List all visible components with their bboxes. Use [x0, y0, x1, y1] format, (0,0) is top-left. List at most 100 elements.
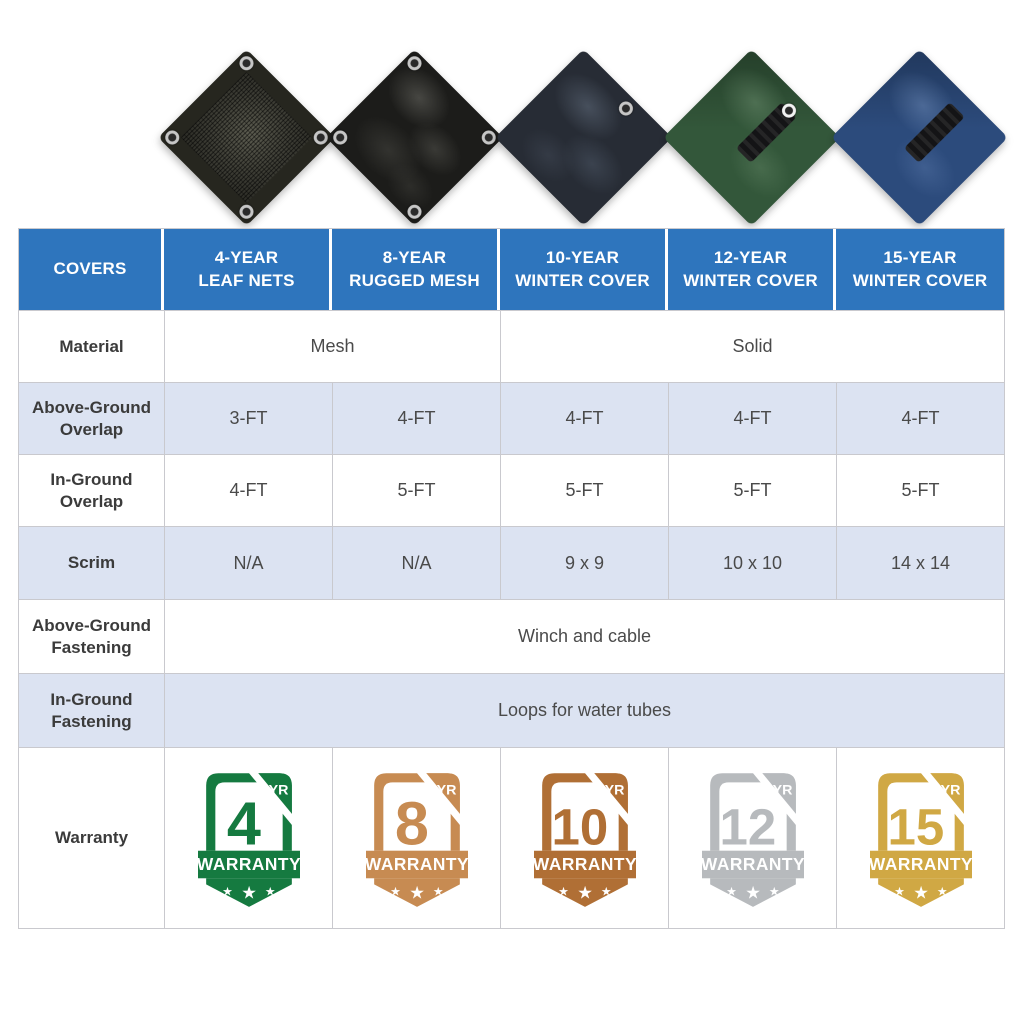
row-label-warranty: Warranty — [54, 828, 129, 848]
cell-ag-overlap-2: 4-FT — [332, 383, 500, 454]
header-col-15-year-winter-cover: 15-YEAR WINTER COVER — [836, 229, 1004, 310]
grommet-icon — [162, 127, 183, 148]
product-photo-4yr-leaf-net — [157, 48, 337, 228]
table-row-above-ground-fastening: Above-Ground Fastening Winch and cable — [19, 599, 1004, 673]
table-header-row: COVERS 4-YEAR LEAF NETS 8-YEAR RUGGED ME… — [19, 229, 1004, 310]
warranty-badge-12yr: 12 YR WARRANTY ★ ★ ★ — [701, 766, 804, 907]
cover-panel-strip — [903, 102, 965, 164]
star-icon: ★ — [913, 882, 929, 902]
cell-ag-overlap-1: 3-FT — [164, 383, 332, 454]
star-icon: ★ — [241, 882, 257, 902]
svg-text:YR: YR — [940, 782, 961, 798]
header-covers: COVERS — [19, 229, 164, 310]
grommet-icon — [330, 127, 351, 148]
cell-ag-overlap-4: 4-FT — [668, 383, 836, 454]
badge-corner — [922, 772, 964, 822]
star-icon: ★ — [264, 884, 275, 898]
cell-ig-overlap-5: 5-FT — [836, 455, 1004, 526]
cell-material-mesh: Mesh — [164, 311, 500, 382]
svg-text:WARRANTY: WARRANTY — [366, 854, 468, 874]
warranty-badge-4yr: 4 YR WARRANTY ★ ★ ★ — [197, 766, 300, 907]
cell-scrim-3: 9 x 9 — [500, 527, 668, 599]
warranty-badge-8yr: 8 YR WARRANTY ★ ★ ★ — [365, 766, 468, 907]
cell-warranty-10yr: 10 YR WARRANTY ★ ★ ★ — [500, 748, 668, 928]
header-col-4-year-leaf-nets: 4-YEAR LEAF NETS — [164, 229, 332, 310]
grommet-icon — [236, 201, 257, 222]
cell-ig-overlap-2: 5-FT — [332, 455, 500, 526]
blue-winter-cover-image — [831, 49, 1008, 226]
header-col-10-year-winter-cover: 10-YEAR WINTER COVER — [500, 229, 668, 310]
cell-ig-overlap-3: 5-FT — [500, 455, 668, 526]
svg-text:WARRANTY: WARRANTY — [870, 854, 972, 874]
product-images-row — [0, 0, 1024, 228]
star-icon: ★ — [936, 884, 947, 898]
svg-text:4: 4 — [226, 789, 260, 857]
warranty-badge-10yr: 10 YR WARRANTY ★ ★ ★ — [533, 766, 636, 907]
table-row-scrim: Scrim N/A N/A 9 x 9 10 x 10 14 x 14 — [19, 526, 1004, 599]
row-label-above-ground-overlap: Above-Ground Overlap — [32, 398, 151, 439]
svg-text:WARRANTY: WARRANTY — [198, 854, 300, 874]
header-col-8-year-rugged-mesh: 8-YEAR RUGGED MESH — [332, 229, 500, 310]
svg-text:WARRANTY: WARRANTY — [534, 854, 636, 874]
svg-text:10: 10 — [551, 798, 608, 855]
svg-text:YR: YR — [604, 782, 625, 798]
row-label-above-ground-fastening: Above-Ground Fastening — [32, 616, 151, 657]
star-icon: ★ — [600, 884, 611, 898]
svg-text:15: 15 — [887, 798, 944, 855]
cell-ag-overlap-3: 4-FT — [500, 383, 668, 454]
cell-scrim-2: N/A — [332, 527, 500, 599]
cell-ig-overlap-1: 4-FT — [164, 455, 332, 526]
svg-text:YR: YR — [772, 782, 793, 798]
rugged-mesh-cover-image — [326, 49, 503, 226]
star-icon: ★ — [222, 884, 233, 898]
row-label-in-ground-fastening: In-Ground Fastening — [50, 690, 133, 731]
cell-ag-fastening: Winch and cable — [164, 600, 1004, 673]
cell-warranty-15yr: 15 YR WARRANTY ★ ★ ★ — [836, 748, 1004, 928]
svg-text:8: 8 — [394, 789, 428, 857]
cell-scrim-1: N/A — [164, 527, 332, 599]
product-photo-12yr-winter-cover — [662, 48, 842, 228]
product-photo-8yr-rugged-mesh — [325, 48, 505, 228]
star-icon: ★ — [894, 884, 905, 898]
product-photo-15yr-winter-cover — [830, 48, 1010, 228]
green-winter-cover-image — [663, 49, 840, 226]
header-label: COVERS — [53, 259, 127, 279]
badge-corner — [754, 772, 796, 822]
row-label-in-ground-overlap: In-Ground Overlap — [50, 470, 133, 511]
svg-text:YR: YR — [268, 782, 289, 798]
mesh-texture — [180, 71, 313, 204]
grommet-icon — [236, 53, 257, 74]
star-icon: ★ — [577, 882, 593, 902]
warranty-badge-15yr: 15 YR WARRANTY ★ ★ ★ — [869, 766, 972, 907]
star-icon: ★ — [558, 884, 569, 898]
star-icon: ★ — [745, 882, 761, 902]
table-row-warranty: Warranty 4 YR WARRANTY ★ ★ — [19, 747, 1004, 928]
svg-text:12: 12 — [719, 798, 776, 855]
grommet-icon — [404, 201, 425, 222]
cell-ag-overlap-5: 4-FT — [836, 383, 1004, 454]
dark-winter-cover-image — [495, 49, 672, 226]
badge-corner — [586, 772, 628, 822]
star-icon: ★ — [409, 882, 425, 902]
star-icon: ★ — [432, 884, 443, 898]
table-row-in-ground-overlap: In-Ground Overlap 4-FT 5-FT 5-FT 5-FT 5-… — [19, 454, 1004, 526]
product-photo-10yr-winter-cover — [494, 48, 674, 228]
cell-warranty-8yr: 8 YR WARRANTY ★ ★ ★ — [332, 748, 500, 928]
row-label-scrim: Scrim — [67, 553, 116, 573]
cell-ig-fastening: Loops for water tubes — [164, 674, 1004, 747]
svg-text:YR: YR — [436, 782, 457, 798]
comparison-table: COVERS 4-YEAR LEAF NETS 8-YEAR RUGGED ME… — [18, 228, 1005, 929]
cell-scrim-4: 10 x 10 — [668, 527, 836, 599]
grommet-icon — [404, 53, 425, 74]
cell-warranty-12yr: 12 YR WARRANTY ★ ★ ★ — [668, 748, 836, 928]
cell-ig-overlap-4: 5-FT — [668, 455, 836, 526]
table-row-above-ground-overlap: Above-Ground Overlap 3-FT 4-FT 4-FT 4-FT… — [19, 382, 1004, 454]
table-row-material: Material Mesh Solid — [19, 310, 1004, 382]
grommet-icon — [616, 98, 636, 119]
star-icon: ★ — [390, 884, 401, 898]
leaf-net-cover-image — [158, 49, 335, 226]
cell-scrim-5: 14 x 14 — [836, 527, 1004, 599]
header-col-12-year-winter-cover: 12-YEAR WINTER COVER — [668, 229, 836, 310]
star-icon: ★ — [726, 884, 737, 898]
